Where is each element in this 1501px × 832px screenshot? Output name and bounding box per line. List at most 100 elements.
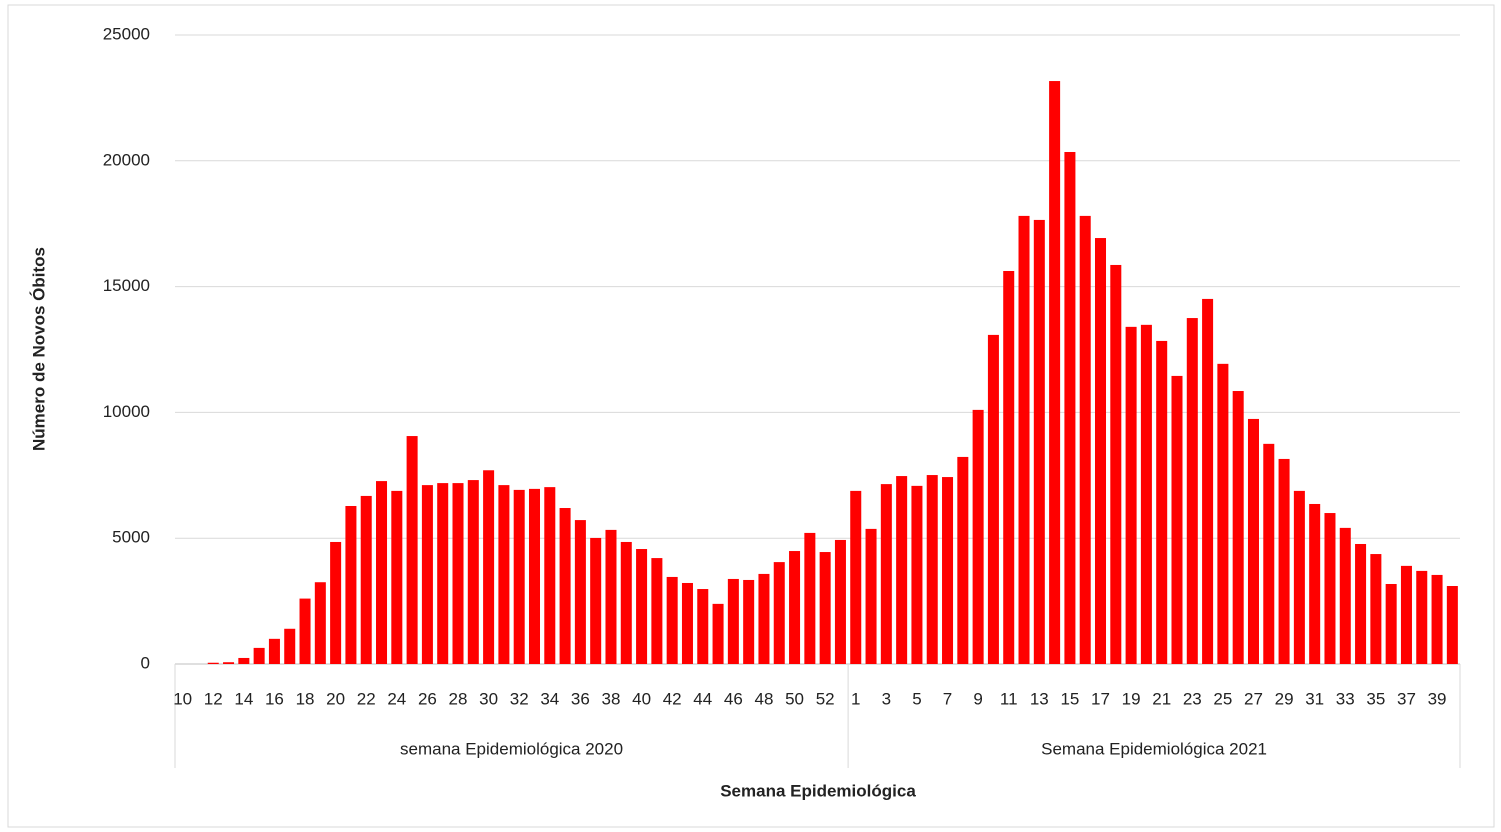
bar bbox=[1416, 570, 1428, 664]
bar bbox=[1202, 298, 1214, 664]
bar bbox=[452, 483, 464, 664]
x-tick-label: 48 bbox=[754, 689, 773, 708]
bar bbox=[880, 484, 892, 664]
bar bbox=[467, 480, 479, 664]
y-tick-label: 25000 bbox=[103, 24, 150, 43]
bar bbox=[819, 552, 831, 664]
x-tick-label: 42 bbox=[663, 689, 682, 708]
x-tick-label: 16 bbox=[265, 689, 284, 708]
bar bbox=[957, 456, 969, 664]
bar bbox=[1293, 490, 1305, 664]
bar bbox=[712, 603, 724, 664]
y-axis-title: Número de Novos Óbitos bbox=[29, 247, 48, 451]
x-tick-label: 32 bbox=[510, 689, 529, 708]
bar bbox=[1125, 326, 1137, 664]
bar bbox=[1110, 264, 1122, 664]
x-tick-label: 44 bbox=[693, 689, 712, 708]
bar bbox=[1094, 238, 1107, 664]
bar bbox=[651, 558, 663, 664]
bar bbox=[345, 505, 357, 664]
x-tick-label: 10 bbox=[173, 689, 192, 708]
x-tick-label: 34 bbox=[540, 689, 559, 708]
x-tick-label: 38 bbox=[602, 689, 621, 708]
x-tick-label: 15 bbox=[1060, 689, 1079, 708]
x-tick-label: 52 bbox=[816, 689, 835, 708]
bar bbox=[636, 549, 648, 664]
bar bbox=[666, 576, 678, 664]
bar bbox=[1232, 391, 1244, 664]
x-tick-label: 30 bbox=[479, 689, 498, 708]
bar bbox=[987, 334, 999, 664]
bar bbox=[1446, 586, 1458, 664]
y-tick-label: 0 bbox=[141, 653, 150, 672]
bar bbox=[207, 662, 219, 664]
y-tick-label: 5000 bbox=[112, 528, 150, 547]
x-tick-label: 9 bbox=[973, 689, 982, 708]
bar bbox=[789, 551, 801, 664]
x-tick-label: 35 bbox=[1366, 689, 1385, 708]
bar bbox=[773, 562, 785, 664]
bar bbox=[620, 541, 632, 664]
bar bbox=[1033, 219, 1045, 664]
bar bbox=[758, 573, 770, 664]
bar bbox=[727, 578, 739, 664]
x-tick-label: 29 bbox=[1275, 689, 1294, 708]
bar bbox=[1278, 458, 1290, 664]
bar bbox=[314, 582, 326, 664]
chart-border bbox=[7, 4, 1495, 828]
bar bbox=[299, 598, 311, 664]
bar bbox=[972, 409, 984, 664]
x-tick-label: 46 bbox=[724, 689, 743, 708]
bar bbox=[1140, 324, 1152, 664]
bar bbox=[605, 529, 617, 664]
x-tick-label: 11 bbox=[1000, 689, 1018, 708]
bar bbox=[1431, 574, 1443, 664]
bar bbox=[360, 495, 372, 664]
bar bbox=[681, 582, 693, 664]
x-tick-label: 3 bbox=[882, 689, 891, 708]
bar bbox=[834, 539, 846, 664]
bar bbox=[391, 490, 403, 664]
x-tick-label: 5 bbox=[912, 689, 921, 708]
bar bbox=[865, 528, 877, 664]
x-tick-label: 22 bbox=[357, 689, 376, 708]
x-tick-label: 21 bbox=[1152, 689, 1171, 708]
bar bbox=[1186, 318, 1198, 664]
bar bbox=[406, 436, 418, 664]
x-tick-label: 23 bbox=[1183, 689, 1202, 708]
x-tick-label: 28 bbox=[449, 689, 468, 708]
bar bbox=[238, 657, 250, 664]
x-tick-label: 24 bbox=[387, 689, 406, 708]
x-tick-label: 13 bbox=[1030, 689, 1049, 708]
x-tick-label: 19 bbox=[1122, 689, 1141, 708]
bar bbox=[268, 638, 280, 664]
bar bbox=[1370, 554, 1382, 664]
bar bbox=[421, 485, 433, 664]
bar bbox=[1079, 215, 1091, 665]
bar bbox=[483, 470, 495, 664]
bar bbox=[223, 662, 235, 664]
bar bbox=[850, 490, 862, 664]
x-tick-label: 39 bbox=[1428, 689, 1447, 708]
bar bbox=[743, 579, 755, 664]
bar bbox=[911, 485, 923, 664]
bar bbox=[253, 647, 265, 664]
bar bbox=[1049, 81, 1061, 665]
bar bbox=[1064, 151, 1076, 664]
bar bbox=[1018, 215, 1030, 665]
y-tick-label: 10000 bbox=[103, 402, 150, 421]
bar bbox=[498, 485, 510, 664]
bar bbox=[1247, 418, 1259, 664]
bar bbox=[926, 475, 938, 664]
x-tick-label: 33 bbox=[1336, 689, 1355, 708]
bar bbox=[1385, 583, 1397, 664]
x-axis-title: Semana Epidemiológica bbox=[720, 781, 916, 800]
x-tick-label: 25 bbox=[1213, 689, 1232, 708]
x-tick-label: 27 bbox=[1244, 689, 1263, 708]
x-tick-label: 14 bbox=[234, 689, 253, 708]
bar bbox=[574, 520, 586, 664]
bar bbox=[590, 537, 602, 664]
bar bbox=[1339, 527, 1351, 664]
bar bbox=[1400, 565, 1412, 664]
